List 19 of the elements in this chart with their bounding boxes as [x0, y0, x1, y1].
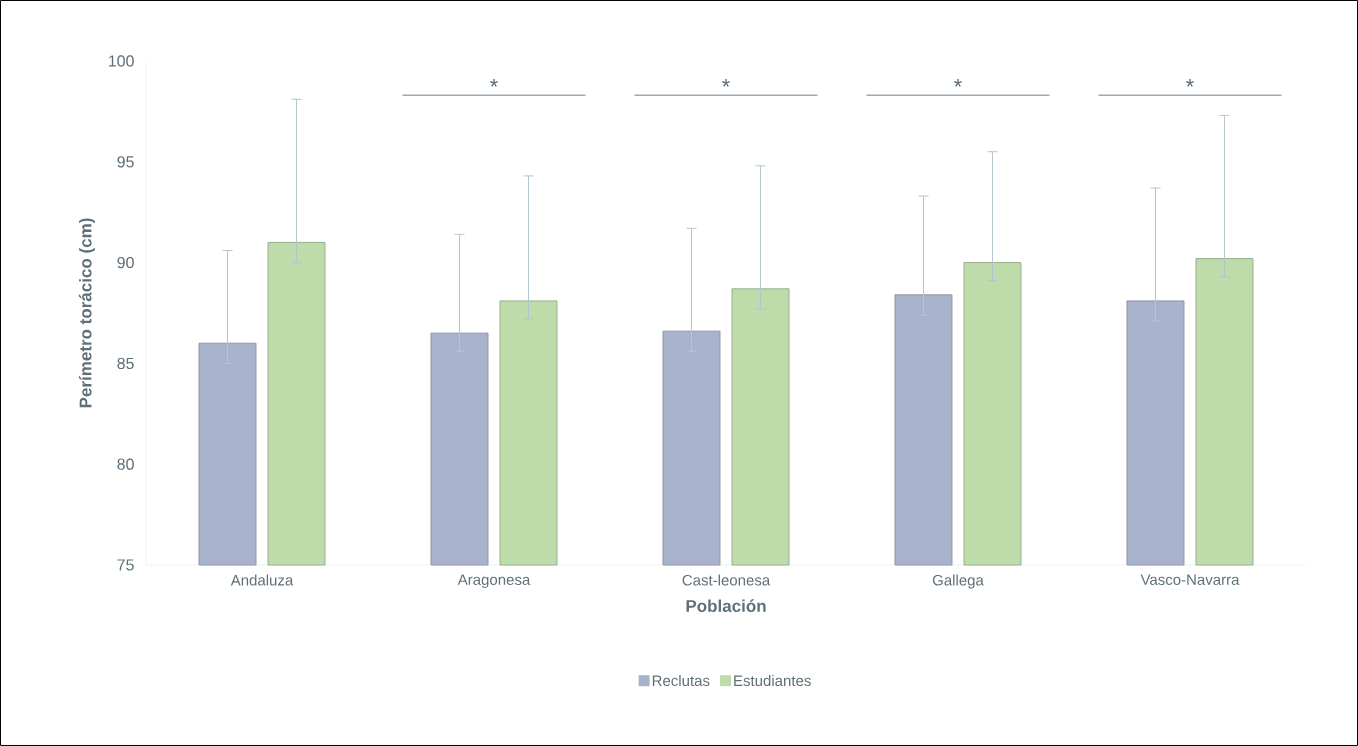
legend-label: Estudiantes — [734, 675, 811, 687]
annotation: * — [1186, 78, 1194, 87]
x-tick-label: Andaluza — [230, 574, 294, 586]
x-tick-label: Aragonesa — [457, 574, 531, 588]
y-tick-label: 90 — [117, 256, 134, 269]
y-tick-label: 75 — [117, 559, 134, 571]
x-tick-label: Vasco-Navarra — [1140, 574, 1240, 585]
y-tick-label: 80 — [117, 458, 134, 470]
annotation: * — [954, 78, 962, 87]
y-tick-label: 100 — [109, 55, 134, 67]
y-tick-label: 95 — [117, 156, 134, 168]
y-axis-title: Perímetro torácico (cm) — [78, 218, 95, 408]
x-tick-label: Gallega — [932, 574, 984, 589]
x-tick-label: Cast-leonesa — [682, 574, 771, 586]
x-axis-title: Población — [686, 599, 766, 613]
y-tick-label: 85 — [117, 357, 134, 370]
annotation: * — [490, 78, 498, 87]
annotation: * — [722, 78, 730, 87]
legend-label: Reclutas — [652, 675, 710, 687]
